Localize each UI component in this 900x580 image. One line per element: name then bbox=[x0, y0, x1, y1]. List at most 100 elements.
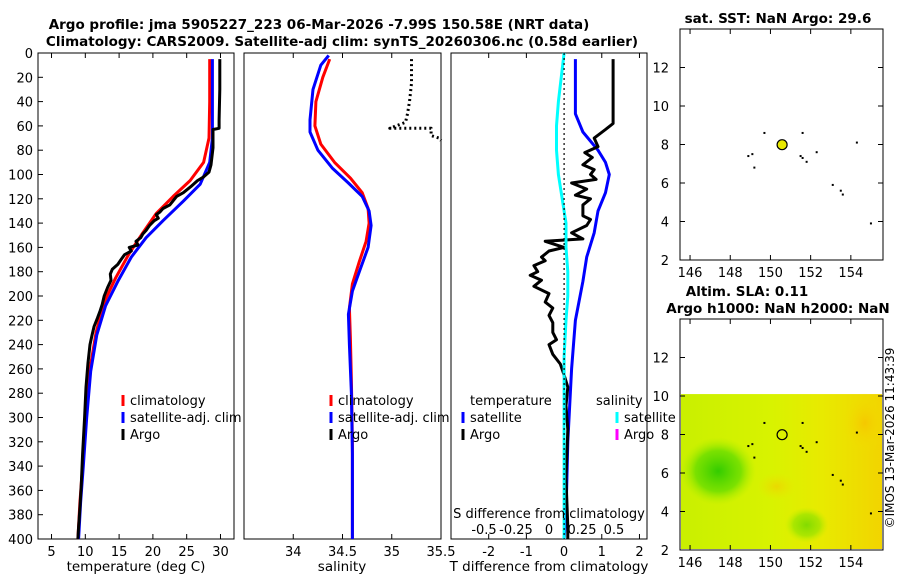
difference-legend: temperature salinity satellite Argo sate… bbox=[461, 394, 676, 443]
sla-map-panel: Altim. SLA: 0.11 Argo h1000: NaN h2000: … bbox=[652, 284, 889, 571]
legend-label-climatology: climatology bbox=[130, 394, 206, 409]
salinity-lines bbox=[308, 54, 443, 539]
x-tick-label: 2 bbox=[635, 545, 643, 560]
y-tick-label: 20 bbox=[16, 71, 33, 86]
sst-longitude-axis: 146 148 150 152 154 bbox=[678, 29, 863, 281]
x-tick-label: 154 bbox=[838, 266, 863, 281]
y-tick-label: 8 bbox=[661, 139, 669, 154]
temperature-panel: 0 20 40 60 80 100 120 140 160 180 200 220 240 260 280 3… bbox=[8, 47, 241, 575]
argo-float-marker bbox=[776, 139, 788, 151]
s-tick-label: 0 bbox=[545, 523, 553, 538]
x-tick-label: -1 bbox=[520, 545, 533, 560]
profile-location-dot bbox=[799, 155, 802, 158]
difference-lines bbox=[528, 52, 615, 540]
x-tick-label: 148 bbox=[718, 266, 743, 281]
y-tick-label: 10 bbox=[652, 390, 669, 405]
y-tick-label: 380 bbox=[8, 509, 33, 524]
profile-location-dot bbox=[805, 160, 808, 163]
profile-location-dot bbox=[815, 441, 818, 444]
profile-location-dot bbox=[753, 456, 756, 459]
s-difference-ticklabels: -0.5 -0.25 0 0.25 0.5 bbox=[471, 523, 624, 538]
salinity-legend: climatology satellite-adj. clim Argo bbox=[329, 394, 450, 443]
y-tick-label: 0 bbox=[25, 47, 33, 62]
sla-low-anomaly bbox=[680, 437, 757, 506]
profile-location-dot bbox=[801, 131, 804, 134]
series-line-argo bbox=[76, 59, 222, 540]
x-tick-label: -2 bbox=[482, 545, 495, 560]
series-line-temperature-argo bbox=[528, 59, 615, 539]
legend-label-satellite: satellite-adj. clim bbox=[338, 411, 450, 426]
profile-location-dot bbox=[855, 141, 858, 144]
profile-location-dot bbox=[763, 131, 766, 134]
y-tick-label: 240 bbox=[8, 339, 33, 354]
difference-panel: -2 -1 0 1 2 T difference from climatology S … bbox=[449, 52, 676, 575]
y-tick-label: 2 bbox=[661, 254, 669, 269]
series-line-salinity-satellite bbox=[555, 52, 570, 539]
y-tick-label: 280 bbox=[8, 387, 33, 402]
legend-label-argo: Argo bbox=[130, 428, 160, 443]
sla-map-title-line2: Argo h1000: NaN h2000: NaN bbox=[666, 301, 889, 317]
x-tick-label: 0 bbox=[560, 545, 568, 560]
salinity-panel: 34 34.5 35 35.5 salinity climatology satell… bbox=[243, 52, 456, 575]
y-tick-label: 2 bbox=[661, 544, 669, 559]
x-tick-label: 15 bbox=[111, 545, 128, 560]
profile-location-dot bbox=[869, 512, 872, 515]
legend-label-salinity-argo: Argo bbox=[624, 428, 654, 443]
profile-location-dot bbox=[841, 483, 844, 486]
temperature-axes-frame bbox=[37, 52, 235, 540]
x-tick-label: 150 bbox=[758, 556, 783, 571]
x-tick-label: 35.5 bbox=[427, 545, 456, 560]
x-tick-label: 30 bbox=[212, 545, 229, 560]
legend-label-climatology: climatology bbox=[338, 394, 414, 409]
y-tick-label: 400 bbox=[8, 533, 33, 548]
temperature-legend: climatology satellite-adj. clim Argo bbox=[121, 394, 242, 443]
profile-location-dot bbox=[801, 421, 804, 424]
x-tick-label: 5 bbox=[47, 545, 55, 560]
legend-header-salinity: salinity bbox=[596, 394, 643, 409]
y-tick-label: 160 bbox=[8, 241, 33, 256]
imos-credit: ©IMOS 13-Mar-2026 11:43:39 bbox=[883, 348, 897, 529]
x-tick-label: 146 bbox=[678, 556, 703, 571]
sla-high-anomaly bbox=[756, 472, 797, 501]
y-tick-label: 200 bbox=[8, 290, 33, 305]
profile-location-dot bbox=[815, 151, 818, 154]
legend-label-temperature-argo: Argo bbox=[470, 428, 500, 443]
legend-label-argo: Argo bbox=[338, 428, 368, 443]
temperature-xlabel: temperature (deg C) bbox=[67, 559, 206, 575]
y-tick-label: 120 bbox=[8, 193, 33, 208]
profile-location-dot bbox=[855, 431, 858, 434]
y-tick-label: 360 bbox=[8, 484, 33, 499]
x-tick-label: 20 bbox=[145, 545, 162, 560]
sst-map-title: sat. SST: NaN Argo: 29.6 bbox=[685, 11, 872, 27]
profile-location-dot bbox=[839, 479, 842, 482]
temperature-lines bbox=[76, 59, 222, 540]
legend-label-salinity-satellite: satellite bbox=[624, 411, 676, 426]
y-tick-label: 100 bbox=[8, 169, 33, 184]
s-tick-label: -0.5 bbox=[471, 523, 496, 538]
x-tick-label: 35 bbox=[383, 545, 400, 560]
y-tick-label: 220 bbox=[8, 314, 33, 329]
legend-header-temperature: temperature bbox=[470, 394, 552, 409]
sla-heatmap-field bbox=[680, 392, 887, 549]
y-tick-label: 180 bbox=[8, 266, 33, 281]
salinity-xlabel: salinity bbox=[318, 559, 366, 575]
x-tick-label: 148 bbox=[718, 556, 743, 571]
profile-location-dot bbox=[763, 421, 766, 424]
profile-location-dot bbox=[831, 183, 834, 186]
sla-longitude-axis: 146 148 150 152 154 bbox=[678, 319, 863, 571]
salinity-axes-frame bbox=[243, 52, 442, 540]
salinity-x-axis: 34 34.5 35 35.5 bbox=[285, 53, 456, 560]
profile-location-dot bbox=[831, 473, 834, 476]
sst-map-panel: sat. SST: NaN Argo: 29.6 146 148 150 152 154… bbox=[652, 11, 884, 281]
y-tick-label: 6 bbox=[661, 177, 669, 192]
x-tick-label: 154 bbox=[838, 556, 863, 571]
legend-label-temperature-satellite: satellite bbox=[470, 411, 522, 426]
y-tick-label: 6 bbox=[661, 467, 669, 482]
y-tick-label: 140 bbox=[8, 217, 33, 232]
x-tick-label: 1 bbox=[598, 545, 606, 560]
profile-location-dot bbox=[801, 446, 804, 449]
y-tick-label: 300 bbox=[8, 412, 33, 427]
series-line-temperature-satellite bbox=[562, 59, 611, 540]
y-tick-label: 4 bbox=[661, 216, 669, 231]
